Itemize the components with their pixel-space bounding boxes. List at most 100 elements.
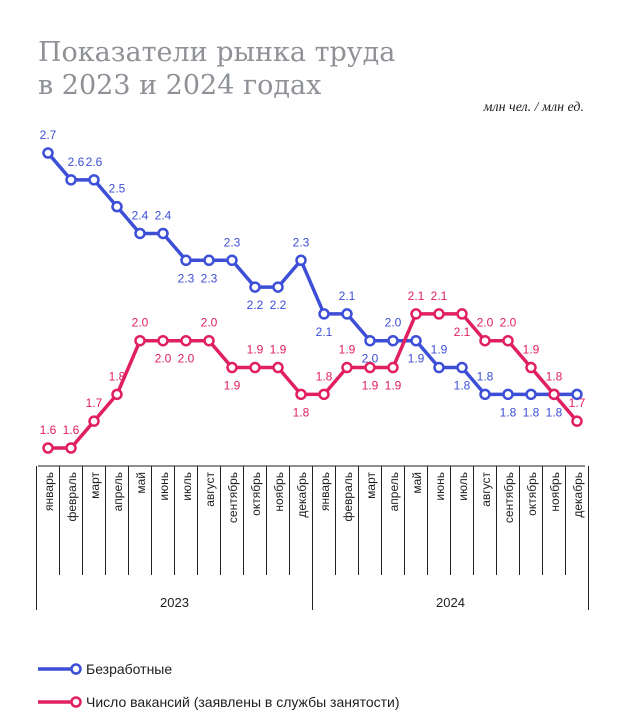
x-tick-label: октябрь (525, 472, 539, 516)
x-tick-label: сентябрь (226, 472, 240, 523)
data-label-vacancies: 1.8 (109, 369, 126, 383)
data-point-unemployed (180, 254, 192, 267)
x-tick-label: февраль (341, 472, 355, 522)
chart-title-line-2: в 2023 и 2024 годах (38, 70, 322, 101)
data-point-unemployed (157, 227, 169, 240)
data-label-unemployed: 2.5 (109, 182, 126, 196)
data-label-unemployed: 2.6 (68, 155, 85, 169)
series-line-vacancies (46, 312, 579, 450)
data-label-vacancies: 2.0 (132, 316, 149, 330)
legend-label-unemployed: Безработные (86, 661, 173, 677)
data-point-vacancies (456, 308, 468, 320)
data-point-vacancies (88, 415, 100, 427)
x-tick-label: август (479, 472, 493, 507)
x-tick-label: август (203, 472, 217, 507)
legend-label-vacancies: Число вакансий (заявлены в службы занято… (86, 694, 400, 710)
data-label-vacancies: 2.0 (201, 316, 218, 330)
legend-item-vacancies: Число вакансий (заявлены в службы занято… (38, 692, 598, 712)
data-label-vacancies: 1.6 (63, 423, 80, 437)
data-point-vacancies (134, 334, 146, 347)
data-label-unemployed: 2.3 (178, 271, 195, 285)
data-point-vacancies (272, 361, 284, 374)
data-label-vacancies: 1.8 (546, 369, 563, 383)
data-point-vacancies (180, 334, 192, 347)
x-tick-label: сентябрь (502, 472, 516, 523)
data-label-unemployed: 2.0 (362, 352, 379, 366)
x-tick-label: март (88, 472, 102, 499)
x-tick-label: апрель (387, 472, 401, 511)
data-point-vacancies (479, 334, 491, 347)
data-label-vacancies: 1.8 (293, 405, 310, 419)
data-point-unemployed (387, 334, 399, 347)
data-point-unemployed (410, 334, 422, 347)
data-point-vacancies (502, 334, 514, 347)
data-point-unemployed (272, 281, 284, 293)
data-point-unemployed (203, 254, 215, 267)
data-point-unemployed (111, 200, 123, 213)
x-tick-label: ноябрь (548, 472, 562, 512)
chart-title: Показатели рынка труда в 2023 и 2024 год… (38, 36, 458, 102)
line-chart: январь февраль март апрель май июнь июль август… (36, 128, 589, 610)
x-tick-label: ноябрь (272, 472, 286, 512)
data-label-vacancies: 1.9 (270, 343, 287, 357)
data-label-unemployed: 2.0 (385, 316, 402, 330)
legend-item-unemployed: Безработные (38, 659, 598, 679)
data-label-unemployed: 1.8 (500, 405, 517, 419)
data-label-vacancies: 1.9 (247, 343, 264, 357)
data-point-vacancies (548, 388, 560, 401)
data-point-unemployed (433, 361, 445, 374)
x-tick-label: февраль (65, 472, 79, 522)
data-label-vacancies: 1.9 (362, 379, 379, 393)
x-tick-label: май (410, 472, 424, 494)
data-label-unemployed: 2.3 (201, 271, 218, 285)
data-label-unemployed: 2.2 (247, 298, 264, 312)
chart-title-line-1: Показатели рынка труда (38, 37, 396, 68)
data-point-unemployed (318, 308, 330, 320)
data-label-unemployed: 1.8 (523, 405, 540, 419)
x-tick-label: июль (180, 472, 194, 501)
data-label-vacancies: 2.0 (500, 316, 517, 330)
x-tick-label: декабрь (295, 472, 309, 518)
data-point-unemployed (249, 281, 261, 293)
data-label-vacancies: 1.9 (523, 343, 540, 357)
data-point-unemployed (502, 388, 514, 401)
data-label-vacancies: 1.7 (86, 396, 103, 410)
data-point-vacancies (111, 388, 123, 401)
data-label-vacancies: 2.1 (431, 289, 448, 303)
data-point-vacancies (249, 361, 261, 374)
data-point-unemployed (364, 334, 376, 347)
data-label-vacancies: 2.1 (454, 325, 471, 339)
data-label-unemployed: 2.6 (86, 155, 103, 169)
data-label-vacancies: 2.0 (178, 352, 195, 366)
data-point-vacancies (525, 361, 537, 374)
data-point-unemployed (226, 254, 238, 267)
data-point-unemployed (65, 174, 77, 186)
data-point-vacancies (410, 308, 422, 320)
data-point-unemployed (295, 254, 307, 267)
data-label-vacancies: 1.7 (569, 396, 586, 410)
data-point-vacancies (226, 361, 238, 374)
data-label-vacancies: 2.0 (155, 352, 172, 366)
data-label-unemployed: 1.8 (454, 379, 471, 393)
data-point-vacancies (203, 334, 215, 347)
series-line-unemployed (46, 151, 579, 397)
data-point-vacancies (65, 442, 77, 454)
data-label-unemployed: 2.4 (132, 208, 149, 222)
data-point-vacancies (387, 361, 399, 374)
legend-swatch-unemployed (38, 663, 82, 675)
data-point-unemployed (525, 388, 537, 401)
data-point-vacancies (157, 334, 169, 347)
data-point-vacancies (42, 442, 54, 454)
data-point-vacancies (364, 361, 376, 374)
data-label-vacancies: 1.8 (316, 369, 333, 383)
data-point-unemployed (88, 174, 100, 186)
data-label-unemployed: 2.1 (316, 325, 333, 339)
x-tick-label: июль (456, 472, 470, 501)
data-label-vacancies: 1.9 (224, 379, 241, 393)
data-label-unemployed: 1.8 (477, 369, 494, 383)
data-label-vacancies: 1.9 (339, 343, 356, 357)
x-tick-label: январь (42, 472, 56, 511)
x-tick-label: март (364, 472, 378, 499)
data-label-vacancies: 2.1 (408, 289, 425, 303)
x-tick-label: июнь (157, 472, 171, 501)
